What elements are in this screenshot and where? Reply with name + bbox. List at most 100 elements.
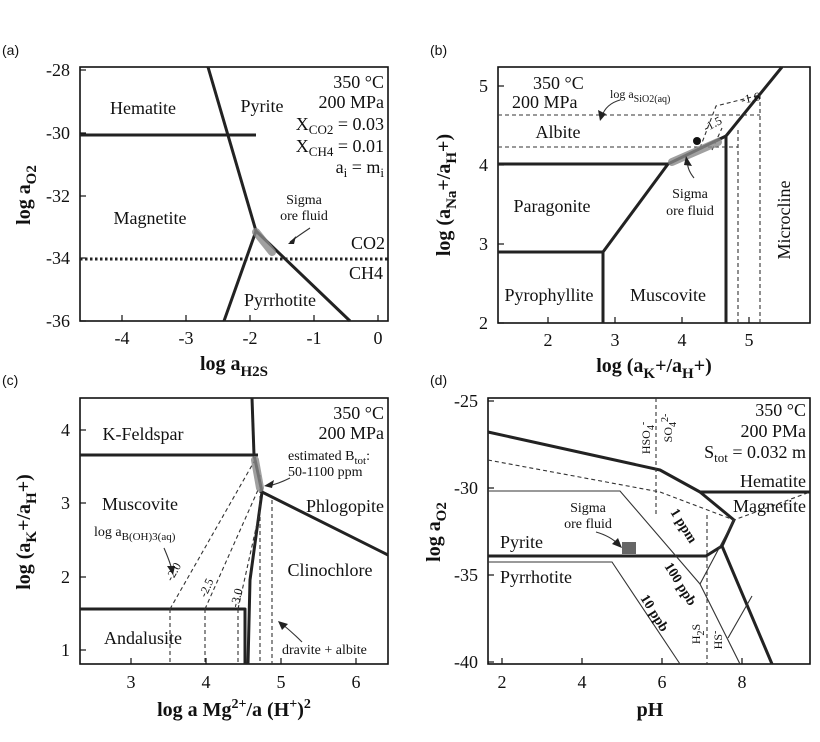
panel-d-xtick: 4 [578, 672, 587, 692]
panel-c-boron-25 [204, 489, 259, 610]
panel-d-x-axis: 2 4 6 8 [498, 658, 747, 692]
panel-c-boron-arrowhead [167, 566, 175, 575]
panel-a-gas-co2: CO2 [351, 233, 385, 253]
panel-b-sigma-fluid-marker [668, 138, 722, 166]
svg-text:350 °C: 350 °C [333, 72, 384, 92]
panel-c: (c) 4 3 2 1 3 4 5 6 log (aK+/aH+) log a … [2, 372, 389, 721]
panel-b-xtick: 4 [678, 330, 687, 350]
panel-a-y-axis: -28 -30 -32 -34 -36 [46, 60, 86, 331]
panel-b-silica-label: log aSiO2(aq) [610, 87, 670, 105]
panel-c-y-axis: 4 3 2 1 [61, 420, 86, 660]
panel-d-field-pyrite: Pyrite [500, 532, 543, 552]
panel-b-letter: (b) [430, 42, 447, 58]
panel-a-pyrite-boundary [206, 66, 258, 232]
panel-d-species-hso4: HSO4- [638, 422, 657, 454]
panel-d-hematite-pyrite-boundary [487, 430, 810, 494]
panel-a-ytick: -30 [46, 123, 70, 143]
panel-c-btot-marker [251, 456, 264, 492]
panel-c-btot-arrowhead [264, 480, 274, 488]
panel-a-fluid-arrowhead [288, 236, 296, 244]
panel-a-field-magnetite: Magnetite [114, 208, 187, 228]
panel-b-y-axis: 5 4 3 2 [479, 76, 504, 333]
panel-a-xtick: 0 [374, 328, 383, 348]
panel-d-cond-pressure: 200 PMa [740, 421, 806, 441]
panel-d-ytick: -25 [454, 391, 478, 411]
panel-d: (d) -25 -30 -35 -40 2 4 6 8 log aO2 pH [423, 372, 811, 721]
svg-text:XCH4 = 0.01: XCH4 = 0.01 [296, 136, 384, 159]
panel-d-fluid-label: ore fluid [564, 517, 612, 532]
panel-c-ytick: 4 [61, 420, 70, 440]
panel-d-field-hematite: Hematite [740, 471, 806, 491]
panel-c-ylabel: log (aK+/aH+) [13, 474, 40, 590]
panel-d-cond-stot: Stot = 0.032 m [704, 442, 806, 465]
panel-d-xlabel: pH [637, 699, 664, 721]
panel-a-field-hematite: Hematite [110, 98, 176, 118]
panel-b-fluid-label: Sigma [672, 187, 709, 202]
panel-b-field-paragonite: Paragonite [514, 196, 591, 216]
panel-c-boron-value: -2.0 [162, 560, 184, 583]
panel-c-kfeldspar-phlogopite-boundary [250, 397, 256, 456]
panel-c-btot-range: 50-1100 ppm [288, 465, 363, 480]
panel-d-contour-label-1ppm: 1 ppm [667, 506, 700, 546]
panel-b-x-axis: 2 3 4 5 [544, 317, 754, 350]
panel-a-sigma-fluid-marker [252, 228, 276, 256]
panel-a-frame [79, 66, 389, 322]
panel-a-x-axis: -4 -3 -2 -1 0 [115, 315, 383, 348]
panel-a-field-pyrrhotite: Pyrrhotite [244, 290, 316, 310]
panel-b-field-pyrophyllite: Pyrophyllite [505, 285, 594, 305]
panel-a-magnetite-pyrrhotite-boundary [222, 230, 258, 322]
panel-c-field-kfeldspar: K-Feldspar [103, 424, 184, 444]
panel-b-silica-curve-16 [699, 94, 761, 149]
panel-d-xtick: 8 [738, 672, 747, 692]
panel-c-xtick: 3 [127, 672, 136, 692]
panel-d-y-axis: -25 -30 -35 -40 [454, 391, 494, 672]
panel-c-andalusite-boundary [80, 607, 247, 664]
panel-d-contour-hs [727, 595, 753, 639]
panel-b-ytick: 3 [479, 234, 488, 254]
panel-d-ytick: -35 [454, 565, 478, 585]
panel-c-boron-value: -3.0 [227, 587, 245, 609]
panel-c-boron-30 [237, 509, 261, 610]
panel-a-conditions: 350 °C 200 MPa XCO2 = 0.03 XCH4 = 0.01 a… [296, 72, 385, 180]
panel-a-xtick: -2 [243, 328, 258, 348]
panel-b-ytick: 5 [479, 76, 488, 96]
panel-b-fluid-point [693, 137, 701, 145]
panel-b-xlabel: log (aK+/aH+) [596, 355, 712, 382]
panel-a-xtick: -1 [307, 328, 322, 348]
panel-b-frame [497, 66, 811, 324]
panel-c-frame [79, 397, 389, 665]
panel-b-silica-value: -1.5 [701, 113, 724, 134]
panel-c-boron-label: log aB(OH)3(aq) [94, 525, 176, 543]
panel-b-field-microcline: Microcline [774, 181, 794, 260]
panel-a-fluid-label: Sigma [286, 193, 323, 208]
panel-c-xlabel: log a Mg2+/a (H+)2 [157, 697, 311, 721]
panel-c-boron-value: -2.5 [196, 576, 217, 599]
panel-a-ytick: -36 [46, 311, 70, 331]
svg-text:XCO2 = 0.03: XCO2 = 0.03 [296, 114, 384, 137]
panel-c-field-muscovite: Muscovite [102, 494, 178, 514]
panel-a-xtick: -3 [179, 328, 194, 348]
panel-d-ytick: -40 [454, 652, 478, 672]
panel-c-dravite-arrowhead [278, 621, 288, 630]
panel-b-silica-value: -1.6 [740, 89, 761, 107]
panel-a-field-pyrite: Pyrite [241, 96, 284, 116]
panel-d-contour-label-10ppb: 10 ppb [637, 592, 671, 635]
panel-d-dashed-boundary [487, 459, 811, 521]
panel-d-contour-1ppm [488, 490, 735, 585]
panel-c-x-axis: 3 4 5 6 [127, 658, 361, 692]
panel-b-paragonite-muscovite-boundary [601, 163, 670, 253]
panel-b-ytick: 4 [479, 155, 488, 175]
panel-d-letter: (d) [430, 372, 447, 388]
panel-c-dravite-label: dravite + albite [282, 643, 367, 658]
panel-d-contour-label-100ppb: 100 ppb [661, 560, 699, 609]
panel-b-albite-microcline-boundary [724, 66, 784, 137]
panel-a-ytick: -34 [46, 248, 70, 268]
panel-d-ytick: -30 [454, 478, 478, 498]
panel-b-pyrophyllite-boundary [498, 250, 605, 323]
panel-c-field-clinochlore: Clinochlore [288, 560, 373, 580]
panel-a-fluid-label: ore fluid [280, 209, 328, 224]
panel-c-xtick: 5 [277, 672, 286, 692]
panel-c-cond-pressure: 200 MPa [318, 423, 384, 443]
panel-c-field-phlogopite: Phlogopite [306, 496, 384, 516]
